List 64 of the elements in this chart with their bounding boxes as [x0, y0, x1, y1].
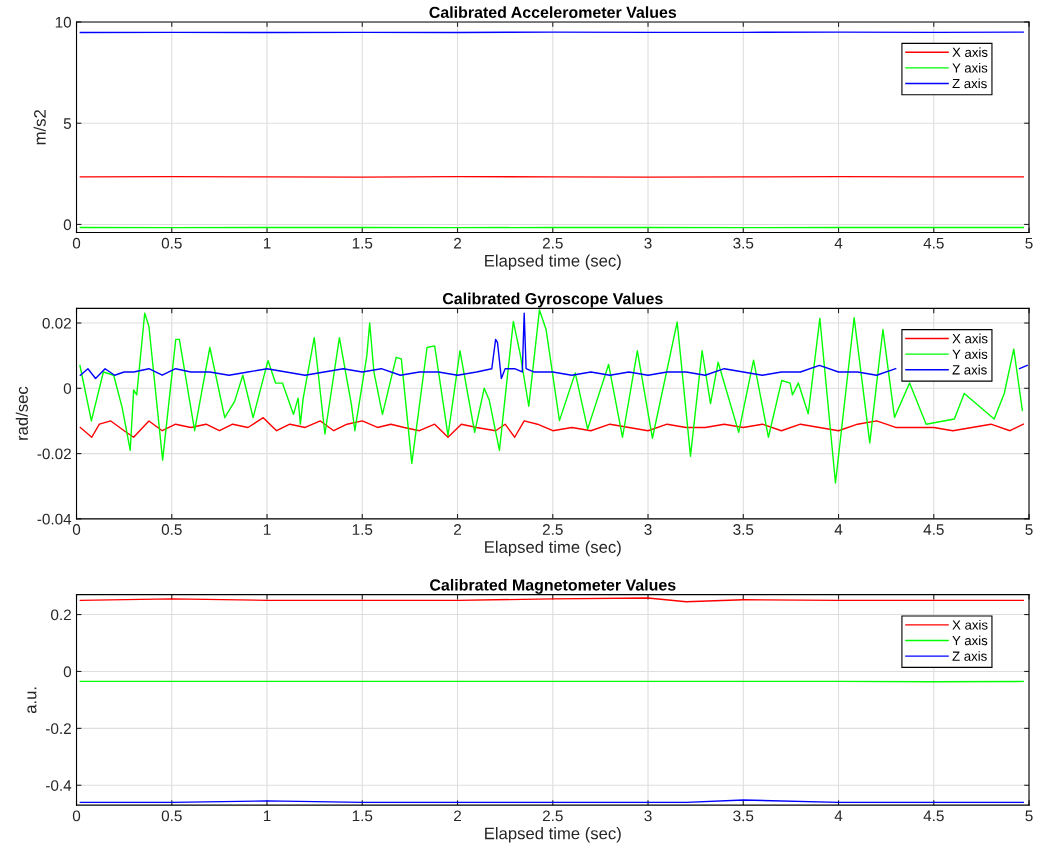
x-tick-label: 0 — [72, 237, 81, 249]
legend-label: Y axis — [952, 635, 988, 646]
x-tick-label: 0.5 — [161, 810, 182, 822]
x-tick-label: 1 — [263, 237, 271, 249]
y-tick-label: 0.02 — [42, 317, 71, 329]
y-tick-label: 0 — [63, 383, 72, 394]
x-tick-label: 4.5 — [923, 810, 944, 822]
legend-label: Z axis — [952, 651, 987, 661]
y-tick-label: -0.2 — [46, 723, 71, 735]
series-label: Z axis — [952, 364, 987, 375]
x-tick-label: 4.5 — [923, 524, 944, 535]
x-tick-label: 5 — [1025, 810, 1033, 822]
x-tick-label: 2.5 — [542, 524, 563, 535]
x-tick-label: 1.5 — [352, 810, 373, 822]
x-axis-title: Elapsed time (sec) — [485, 540, 621, 557]
x-tick-label: 2 — [454, 237, 461, 249]
x-tick-label: 0 — [72, 810, 81, 822]
y-tick-label: -0.4 — [46, 780, 72, 791]
x-tick-label: 2 — [454, 810, 461, 822]
y-tick-label: 0 — [63, 219, 72, 231]
x-tick-label: 2 — [454, 524, 461, 535]
x-tick-label: 3.5 — [733, 524, 754, 535]
chart-title: Calibrated Gyroscope Values — [442, 292, 663, 308]
x-tick-label: 3.5 — [733, 810, 754, 822]
legend-label: X axis — [952, 333, 988, 344]
x-tick-label: 4 — [834, 524, 843, 535]
x-tick-label: 0.5 — [161, 524, 182, 535]
chart-title: Calibrated Accelerometer Values — [429, 6, 677, 18]
legend-label: Z axis — [952, 78, 987, 89]
x-tick-label: 2.5 — [542, 237, 563, 249]
x-axis-title: Elapsed time (sec) — [485, 827, 621, 843]
y-tick-label: -0.02 — [37, 448, 71, 460]
y-tick-label: -0.04 — [37, 513, 72, 525]
x-tick-label: 3 — [644, 524, 652, 535]
y-tick-label: 0.2 — [51, 609, 71, 621]
x-tick-label: 1 — [263, 524, 271, 535]
x-tick-label: 3 — [644, 237, 652, 249]
legend-label: Y axis — [952, 62, 988, 73]
y-axis-title: a.u. — [27, 687, 37, 714]
y-axis-title: rad/sec — [15, 386, 28, 440]
x-tick-label: 4 — [834, 237, 843, 249]
x-tick-label: 1.5 — [352, 237, 373, 249]
legend-label: X axis — [952, 619, 988, 630]
x-tick-label: 2.5 — [542, 810, 563, 822]
x-tick-label: 1.5 — [352, 524, 373, 535]
x-tick-label: 1 — [263, 810, 271, 822]
x-tick-label: 0.5 — [161, 237, 182, 249]
y-tick-label: 5 — [63, 118, 72, 129]
x-tick-label: 3.5 — [733, 237, 754, 249]
y-axis-title: m/s2 — [33, 110, 46, 145]
legend-label: Y axis — [952, 349, 988, 359]
line-series — [79, 416, 1025, 438]
x-tick-label: 5 — [1025, 237, 1033, 249]
x-axis-title: Elapsed time (sec) — [485, 254, 621, 270]
y-tick-label: 10 — [55, 16, 72, 28]
chart-title: Calibrated Magnetometer Values — [430, 578, 676, 594]
x-tick-label: 5 — [1025, 524, 1033, 535]
x-tick-label: 3 — [644, 810, 652, 822]
x-tick-label: 4.5 — [923, 237, 944, 249]
y-tick-label: 0 — [63, 666, 72, 678]
x-tick-label: 4 — [834, 810, 843, 822]
legend-label: X axis — [952, 47, 988, 57]
line-series — [79, 309, 1024, 484]
x-tick-label: 0 — [72, 524, 81, 535]
